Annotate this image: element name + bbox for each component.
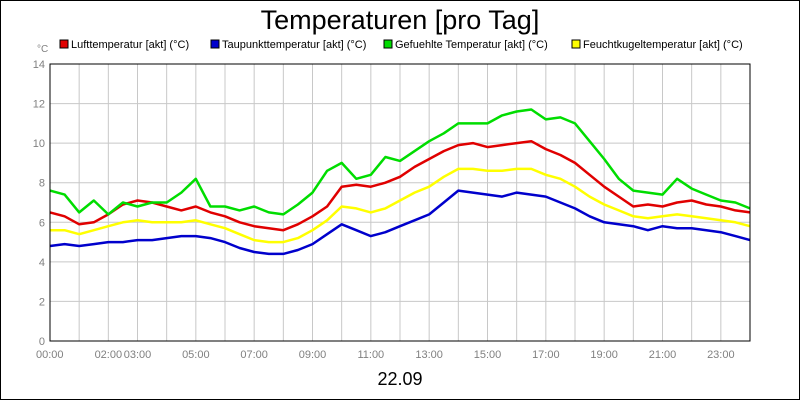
x-tick-label: 02:00 <box>95 349 123 361</box>
legend-swatch <box>383 39 393 49</box>
x-tick-label: 17:00 <box>532 349 560 361</box>
x-tick-label: 11:00 <box>357 349 384 361</box>
x-tick-label: 21:00 <box>649 349 677 361</box>
x-tick-label: 00:00 <box>36 349 64 361</box>
x-tick-label: 15:00 <box>474 349 502 361</box>
legend-label: Taupunkttemperatur [akt] (°C) <box>222 39 366 51</box>
y-tick-label: 6 <box>39 217 45 229</box>
legend-item: Lufttemperatur [akt] (°C) <box>59 39 189 51</box>
x-tick-label: 23:00 <box>707 349 735 361</box>
series-line <box>49 189 751 256</box>
x-axis-ticks: 00:00 02:00 03:00 05:00 07:00 09:00 11:00 13:00… <box>36 349 735 361</box>
chart-title: Temperaturen [pro Tag] <box>261 5 540 35</box>
x-tick-label: 13:00 <box>415 349 443 361</box>
y-tick-label: 12 <box>33 99 45 111</box>
date-label: 22.09 <box>377 369 422 389</box>
y-axis-ticks: 0 2 4 6 8 10 12 14 <box>33 59 45 348</box>
y-tick-label: 4 <box>39 257 45 269</box>
series-lines <box>49 108 751 256</box>
x-tick-label: 03:00 <box>124 349 152 361</box>
legend-item: Gefuehlte Temperatur [akt] (°C) <box>383 39 548 51</box>
x-tick-label: 05:00 <box>182 349 210 361</box>
y-tick-label: 14 <box>33 59 45 71</box>
series-line <box>49 139 751 232</box>
legend-swatch <box>571 39 581 49</box>
legend-label: Gefuehlte Temperatur [akt] (°C) <box>395 39 548 51</box>
legend-item: Feuchtkugeltemperatur [akt] (°C) <box>571 39 743 51</box>
legend: Lufttemperatur [akt] (°C) Taupunkttempera… <box>59 39 743 51</box>
x-tick-label: 09:00 <box>299 349 327 361</box>
grid <box>50 64 750 341</box>
y-tick-label: 10 <box>33 138 45 150</box>
series-line <box>50 167 751 244</box>
legend-swatch <box>210 39 220 49</box>
series-line <box>49 108 751 216</box>
y-tick-label: 8 <box>39 178 45 190</box>
legend-label: Feuchtkugeltemperatur [akt] (°C) <box>583 39 743 51</box>
y-tick-label: 0 <box>39 336 45 348</box>
y-tick-label: 2 <box>39 296 45 308</box>
x-tick-label: 07:00 <box>240 349 268 361</box>
y-axis-unit: °C <box>37 44 48 55</box>
legend-swatch <box>59 39 69 49</box>
plot-area-border <box>49 63 751 342</box>
legend-item: Taupunkttemperatur [akt] (°C) <box>210 39 366 51</box>
legend-label: Lufttemperatur [akt] (°C) <box>71 39 189 51</box>
x-tick-label: 19:00 <box>590 349 618 361</box>
